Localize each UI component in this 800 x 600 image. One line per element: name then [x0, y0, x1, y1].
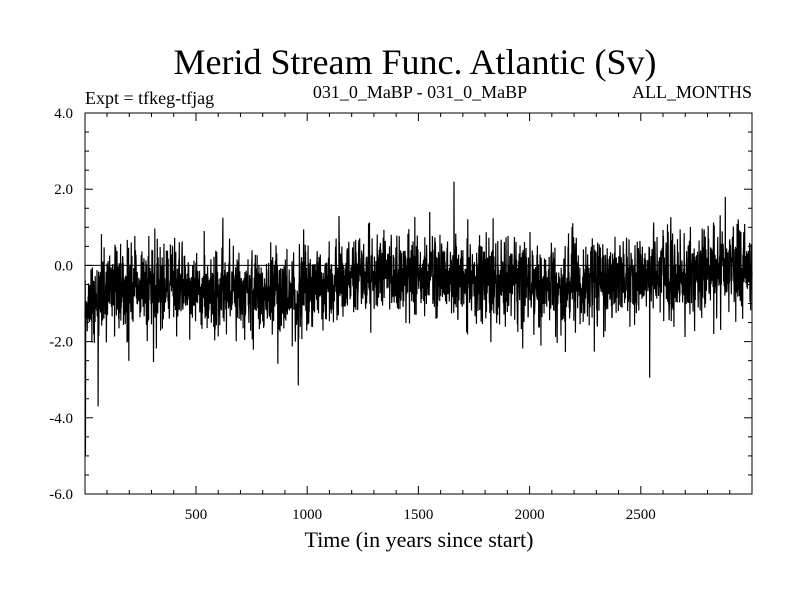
y-tick-label: -2.0: [49, 335, 73, 351]
x-tick-label: 500: [185, 507, 208, 523]
y-tick-label: 2.0: [54, 182, 73, 198]
y-tick-label: -6.0: [49, 487, 73, 503]
series-layer: [84, 181, 753, 456]
x-tick-label: 1000: [292, 507, 322, 523]
chart-title: Merid Stream Func. Atlantic (Sv): [174, 42, 657, 82]
period-label: 031_0_MaBP - 031_0_MaBP: [313, 82, 527, 102]
series-line: [84, 181, 753, 456]
y-tick-label: -4.0: [49, 411, 73, 427]
axis-layer: -6.0 -4.0 -2.0 0.0 2.0 4.0 500 1000 1500 2000 2500: [49, 106, 752, 523]
x-tick-label: 2500: [626, 507, 656, 523]
experiment-label: Expt = tfkeg-tfjag: [85, 88, 214, 108]
months-label: ALL_MONTHS: [632, 82, 752, 102]
y-tick-label: 4.0: [54, 106, 73, 122]
x-tick-label: 2000: [515, 507, 545, 523]
x-axis-label: Time (in years since start): [305, 527, 534, 552]
y-tick-label: 0.0: [54, 258, 73, 274]
x-tick-label: 1500: [403, 507, 433, 523]
